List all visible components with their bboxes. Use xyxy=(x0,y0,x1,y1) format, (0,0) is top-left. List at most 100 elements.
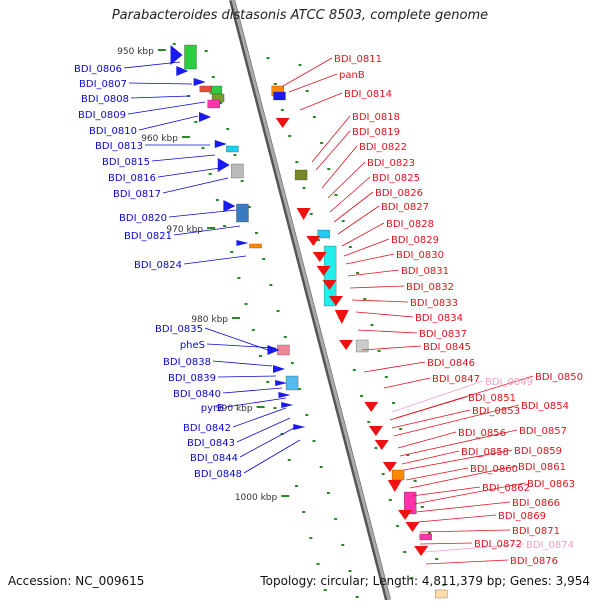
left-leader-line xyxy=(243,439,301,474)
gc-tick-mark xyxy=(320,142,324,144)
right-gene-label: BDI_0811 xyxy=(334,54,382,65)
right-leader-line xyxy=(397,431,457,449)
gc-tick-mark xyxy=(403,551,407,553)
right-leader-line xyxy=(419,529,511,533)
gene-arrow xyxy=(214,140,227,148)
right-leader-line xyxy=(288,73,338,93)
left-leader-line xyxy=(225,397,287,408)
kbp-label: 970 kbp xyxy=(166,225,203,235)
gc-tick-mark xyxy=(427,532,431,534)
gc-tick-mark xyxy=(204,50,208,52)
gc-tick-mark xyxy=(298,388,302,390)
gc-tick-mark xyxy=(305,414,309,416)
left-gene-label: BDI_0809 xyxy=(78,110,126,121)
right-leader-line xyxy=(329,176,371,213)
right-gene-label: BDI_0869 xyxy=(498,511,546,522)
gc-tick-mark xyxy=(442,584,446,586)
gc-tick-mark xyxy=(247,206,251,208)
right-leader-line xyxy=(415,501,511,513)
left-gene-label: BDI_0817 xyxy=(113,189,161,200)
gc-tick-mark xyxy=(233,154,237,156)
right-gene-label: BDI_0860 xyxy=(470,464,518,475)
right-gene-label: BDI_0846 xyxy=(427,358,475,369)
left-leader-line xyxy=(236,417,291,443)
left-gene-label: BDI_0821 xyxy=(124,231,172,242)
right-leader-line xyxy=(363,361,426,373)
gc-tick-mark xyxy=(211,76,215,78)
right-gene-label: BDI_0856 xyxy=(458,428,506,439)
gene-arrow xyxy=(405,522,420,532)
gene-feature xyxy=(236,203,249,223)
gene-arrow xyxy=(296,208,311,220)
gc-tick-mark xyxy=(259,355,263,357)
right-gene-label: BDI_0825 xyxy=(372,173,420,184)
gene-arrow xyxy=(328,296,343,306)
right-gene-label: BDI_0871 xyxy=(512,526,560,537)
gc-tick-mark xyxy=(384,376,388,378)
right-gene-label: BDI_0832 xyxy=(406,282,454,293)
right-gene-label: BDI_0859 xyxy=(514,446,562,457)
gc-tick-mark xyxy=(244,303,248,305)
gc-tick-mark xyxy=(312,440,316,442)
right-gene-label: BDI_0829 xyxy=(391,235,439,246)
gene-arrow xyxy=(368,426,383,436)
gene-arrow xyxy=(334,310,349,324)
gene-feature xyxy=(391,469,405,481)
gc-tick-mark xyxy=(294,485,298,487)
left-leader-line xyxy=(217,375,277,378)
gene-arrow xyxy=(374,440,389,450)
right-gene-label: BDI_0837 xyxy=(419,329,467,340)
right-leader-line xyxy=(282,57,333,87)
gene-arrow xyxy=(306,236,321,246)
gene-arrow xyxy=(322,280,337,290)
gene-arrow xyxy=(170,45,183,65)
right-gene-label: BDI_0861 xyxy=(518,462,566,473)
gc-tick-mark xyxy=(319,466,323,468)
left-gene-label: BDI_0807 xyxy=(79,79,127,90)
right-gene-label: BDI_0822 xyxy=(359,142,407,153)
right-leader-line xyxy=(409,465,517,489)
right-gene-label: BDI_0854 xyxy=(521,401,569,412)
gc-tick-mark xyxy=(326,492,330,494)
gene-arrow xyxy=(275,118,290,128)
right-gene-label: BDI_0850 xyxy=(535,372,583,383)
gc-tick-mark xyxy=(226,128,230,130)
right-gene-label: BDI_0866 xyxy=(512,498,560,509)
left-leader-line xyxy=(127,101,206,115)
right-leader-line xyxy=(399,429,518,457)
left-leader-line xyxy=(222,387,283,394)
right-leader-line xyxy=(327,161,366,199)
left-gene-label: BDI_0824 xyxy=(134,260,182,271)
gene-feature xyxy=(207,99,220,109)
left-gene-label: BDI_0810 xyxy=(89,126,137,137)
right-gene-label: BDI_0823 xyxy=(367,158,415,169)
gc-tick-mark xyxy=(288,135,292,137)
gc-tick-mark xyxy=(230,251,234,253)
left-leader-line xyxy=(232,407,287,428)
gc-tick-mark xyxy=(223,225,227,227)
gene-feature xyxy=(273,91,286,101)
left-gene-label: BDI_0842 xyxy=(183,423,231,434)
left-gene-label: BDI_0840 xyxy=(173,389,221,400)
gc-tick-mark xyxy=(396,525,400,527)
gc-tick-mark xyxy=(254,232,258,234)
right-leader-line xyxy=(311,115,351,163)
gene-feature xyxy=(323,245,337,307)
gene-feature xyxy=(184,44,197,70)
gene-arrow xyxy=(217,158,230,172)
gene-arrow xyxy=(382,462,397,472)
gc-tick-mark xyxy=(356,272,360,274)
right-leader-line xyxy=(417,514,497,523)
gc-tick-mark xyxy=(370,324,374,326)
gc-tick-mark xyxy=(208,173,212,175)
kbp-label: 990 kbp xyxy=(216,404,253,414)
right-leader-line xyxy=(333,191,374,223)
left-gene-label: BDI_0848 xyxy=(194,469,242,480)
gc-tick-mark xyxy=(363,298,367,300)
gc-tick-mark xyxy=(410,577,414,579)
right-gene-label: BDI_0818 xyxy=(352,112,400,123)
gene-arrow xyxy=(278,392,291,398)
gc-tick-mark xyxy=(360,395,364,397)
gc-tick-mark xyxy=(413,480,417,482)
